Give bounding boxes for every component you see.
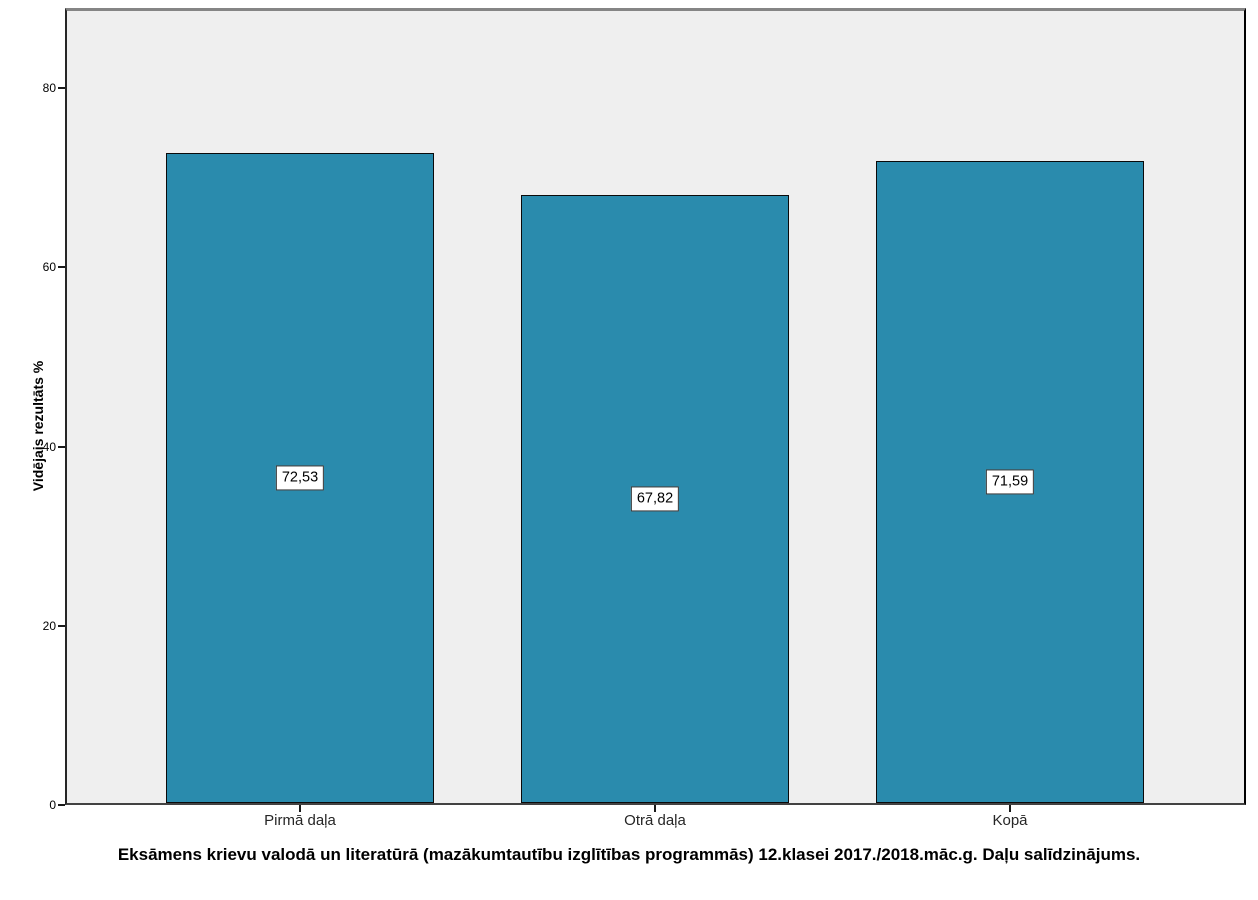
y-tick-label: 0 bbox=[49, 798, 56, 812]
x-tick-mark bbox=[299, 805, 301, 812]
y-axis-tick: 40 bbox=[0, 440, 65, 454]
x-tick-mark bbox=[1009, 805, 1011, 812]
y-tick-label: 60 bbox=[42, 260, 56, 275]
x-tick-mark bbox=[654, 805, 656, 812]
y-axis-tick: 0 bbox=[0, 798, 65, 812]
bar-otra-dala: 67,82 bbox=[521, 195, 789, 803]
bar-value-label: 71,59 bbox=[985, 469, 1035, 495]
bar-pirma-dala: 72,53 bbox=[166, 153, 434, 803]
y-axis-tick: 60 bbox=[0, 260, 65, 274]
y-tick-mark bbox=[58, 266, 65, 269]
bar-kopa: 71,59 bbox=[876, 161, 1144, 803]
y-tick-label: 80 bbox=[42, 81, 56, 95]
bar-value-label: 67,82 bbox=[630, 486, 680, 512]
y-axis-tick: 80 bbox=[0, 81, 65, 95]
chart-title: Eksāmens krievu valodā un literatūrā (ma… bbox=[117, 845, 1141, 864]
y-tick-mark bbox=[58, 804, 65, 806]
category-label-pirma-dala: Pirmā daļa bbox=[264, 812, 336, 829]
bar-value-label: 72,53 bbox=[275, 465, 325, 491]
category-label-kopa: Kopā bbox=[992, 812, 1028, 829]
y-tick-mark bbox=[58, 87, 65, 89]
y-axis-tick: 20 bbox=[0, 619, 65, 633]
y-axis-title: Vidējais rezultāts % bbox=[30, 360, 46, 492]
y-tick-mark bbox=[58, 624, 65, 627]
y-tick-label: 20 bbox=[42, 618, 56, 633]
category-label-otra-dala: Otrā daļa bbox=[624, 812, 686, 829]
y-tick-label: 40 bbox=[42, 439, 56, 454]
plot-area: 72,53 67,82 71,59 bbox=[65, 8, 1246, 805]
y-tick-mark bbox=[58, 445, 65, 448]
